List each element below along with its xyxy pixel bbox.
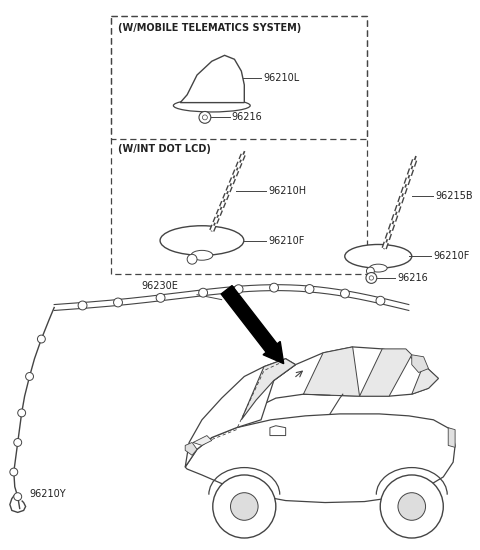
Circle shape [18, 409, 25, 417]
Text: 96210Y: 96210Y [30, 489, 66, 499]
Circle shape [114, 298, 122, 307]
Circle shape [305, 284, 314, 294]
Circle shape [340, 289, 349, 298]
Circle shape [366, 273, 377, 283]
Circle shape [25, 372, 34, 381]
Text: 96216: 96216 [397, 273, 428, 283]
Text: 96210L: 96210L [263, 73, 299, 83]
Polygon shape [270, 426, 286, 436]
Bar [111, 16, 367, 139]
Ellipse shape [370, 264, 387, 272]
Circle shape [213, 475, 276, 538]
Text: 96230E: 96230E [142, 280, 179, 291]
Polygon shape [185, 442, 197, 455]
Polygon shape [193, 436, 212, 446]
Polygon shape [303, 347, 360, 396]
Circle shape [37, 335, 45, 343]
Text: 96210H: 96210H [268, 186, 306, 196]
Bar [111, 16, 367, 274]
Polygon shape [412, 355, 429, 372]
Polygon shape [180, 56, 244, 103]
Text: 96210F: 96210F [268, 235, 304, 245]
Text: (W/MOBILE TELEMATICS SYSTEM): (W/MOBILE TELEMATICS SYSTEM) [118, 23, 301, 33]
Circle shape [199, 288, 207, 297]
Circle shape [199, 112, 211, 123]
Ellipse shape [160, 226, 244, 255]
FancyArrow shape [221, 285, 284, 364]
Polygon shape [360, 349, 412, 396]
Circle shape [380, 475, 444, 538]
Circle shape [14, 438, 22, 447]
Circle shape [270, 283, 278, 292]
Circle shape [10, 468, 18, 476]
Circle shape [366, 267, 374, 275]
Polygon shape [412, 365, 438, 394]
Polygon shape [185, 359, 296, 467]
Polygon shape [185, 414, 455, 503]
Ellipse shape [345, 244, 412, 268]
Polygon shape [448, 428, 455, 447]
Circle shape [234, 285, 243, 294]
Circle shape [398, 493, 426, 520]
Ellipse shape [173, 99, 250, 112]
Polygon shape [241, 347, 438, 420]
Circle shape [187, 254, 197, 264]
Ellipse shape [191, 250, 213, 260]
Text: (W/INT DOT LCD): (W/INT DOT LCD) [118, 144, 211, 154]
Text: 96210F: 96210F [433, 251, 470, 261]
Circle shape [230, 493, 258, 520]
Circle shape [376, 296, 385, 305]
Circle shape [78, 301, 87, 310]
Circle shape [156, 293, 165, 303]
Circle shape [14, 493, 22, 500]
Text: 96215B: 96215B [435, 191, 473, 201]
Polygon shape [241, 359, 296, 420]
Text: 96216: 96216 [231, 112, 262, 123]
